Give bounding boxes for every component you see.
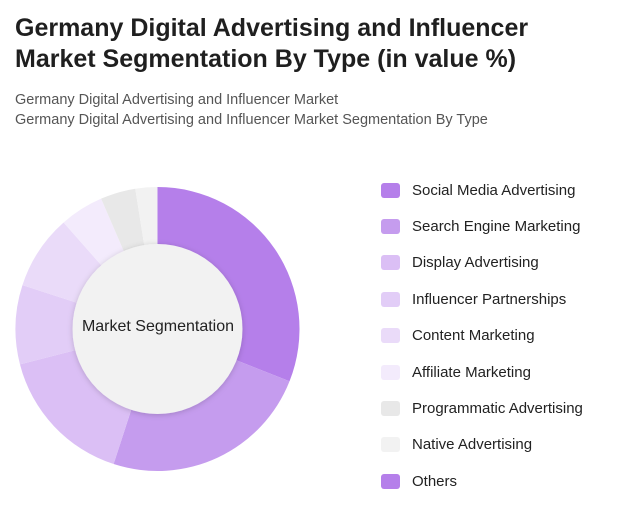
legend-swatch [381, 291, 400, 307]
legend-item[interactable]: Native Advertising [381, 427, 583, 463]
legend-item[interactable]: Content Marketing [381, 318, 583, 354]
subtitle-market: Germany Digital Advertising and Influenc… [15, 92, 339, 108]
legend-label: Display Advertising [412, 254, 539, 272]
legend-item[interactable]: Programmatic Advertising [381, 390, 583, 426]
legend-item[interactable]: Search Engine Marketing [381, 208, 583, 244]
legend-label: Content Marketing [412, 327, 535, 345]
legend-item[interactable]: Display Advertising [381, 245, 583, 281]
legend-item[interactable]: Social Media Advertising [381, 172, 583, 208]
legend-item[interactable]: Affiliate Marketing [381, 354, 583, 390]
donut-center [72, 244, 243, 414]
legend-label: Social Media Advertising [412, 181, 576, 199]
legend-swatch [381, 328, 400, 344]
center-label: Market Segmentation [81, 318, 235, 335]
donut-chart [15, 187, 300, 471]
subtitle-segmentation: Germany Digital Advertising and Influenc… [15, 112, 488, 128]
legend-label: Others [412, 472, 458, 490]
legend-swatch [381, 182, 400, 198]
legend-swatch [381, 437, 400, 453]
legend-item[interactable]: Influencer Partnerships [381, 281, 583, 317]
legend: Social Media Advertising Search Engine Ma… [381, 172, 583, 500]
page-title: Germany Digital Advertising and Influenc… [15, 14, 529, 73]
legend-swatch [381, 219, 400, 235]
legend-label: Influencer Partnerships [412, 290, 567, 308]
legend-label: Native Advertising [412, 436, 533, 454]
legend-swatch [381, 401, 400, 417]
legend-label: Affiliate Marketing [412, 363, 531, 381]
legend-item[interactable]: Others [381, 463, 583, 499]
legend-label: Search Engine Marketing [412, 218, 581, 236]
legend-swatch [381, 473, 400, 489]
legend-swatch [381, 364, 400, 380]
legend-label: Programmatic Advertising [412, 400, 583, 418]
legend-swatch [381, 255, 400, 271]
